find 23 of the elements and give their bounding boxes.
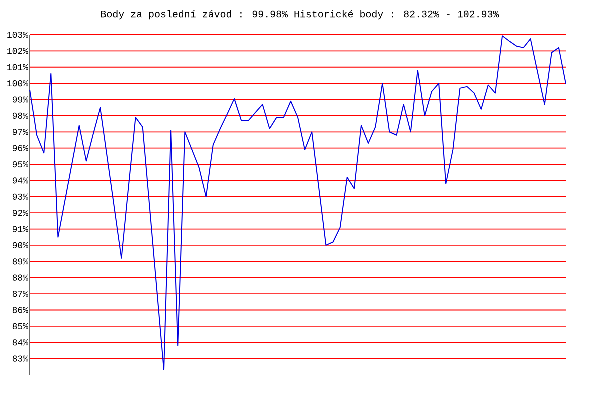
y-tick-label: 85% [12, 323, 28, 330]
y-tick-label: 102% [8, 48, 28, 54]
y-tick-label: 83% [12, 356, 28, 362]
y-tick-label: 100% [8, 80, 28, 87]
y-tick-label: 95% [12, 161, 28, 168]
y-tick-label: 87% [12, 291, 28, 298]
y-tick-label: 101% [8, 64, 28, 70]
y-tick-label: 86% [12, 307, 28, 314]
y-tick-label: 98% [12, 112, 28, 119]
y-tick-label: 93% [12, 194, 28, 200]
y-tick-label: 92% [12, 210, 28, 216]
y-tick-label: 91% [12, 226, 28, 232]
y-tick-label: 99% [12, 96, 28, 103]
y-tick-label: 103% [8, 32, 28, 38]
y-tick-label: 88% [12, 274, 28, 281]
y-tick-label: 90% [12, 242, 28, 249]
y-tick-label: 97% [12, 129, 28, 136]
y-tick-label: 94% [12, 178, 28, 184]
y-tick-label: 89% [12, 258, 28, 265]
line-series [30, 36, 567, 370]
chart-title: Body za poslední závod : 99.98% Historické body : 82.32% - 102.93% [102, 10, 500, 20]
y-tick-label: 96% [12, 145, 28, 152]
y-tick-label: 84% [12, 340, 28, 346]
